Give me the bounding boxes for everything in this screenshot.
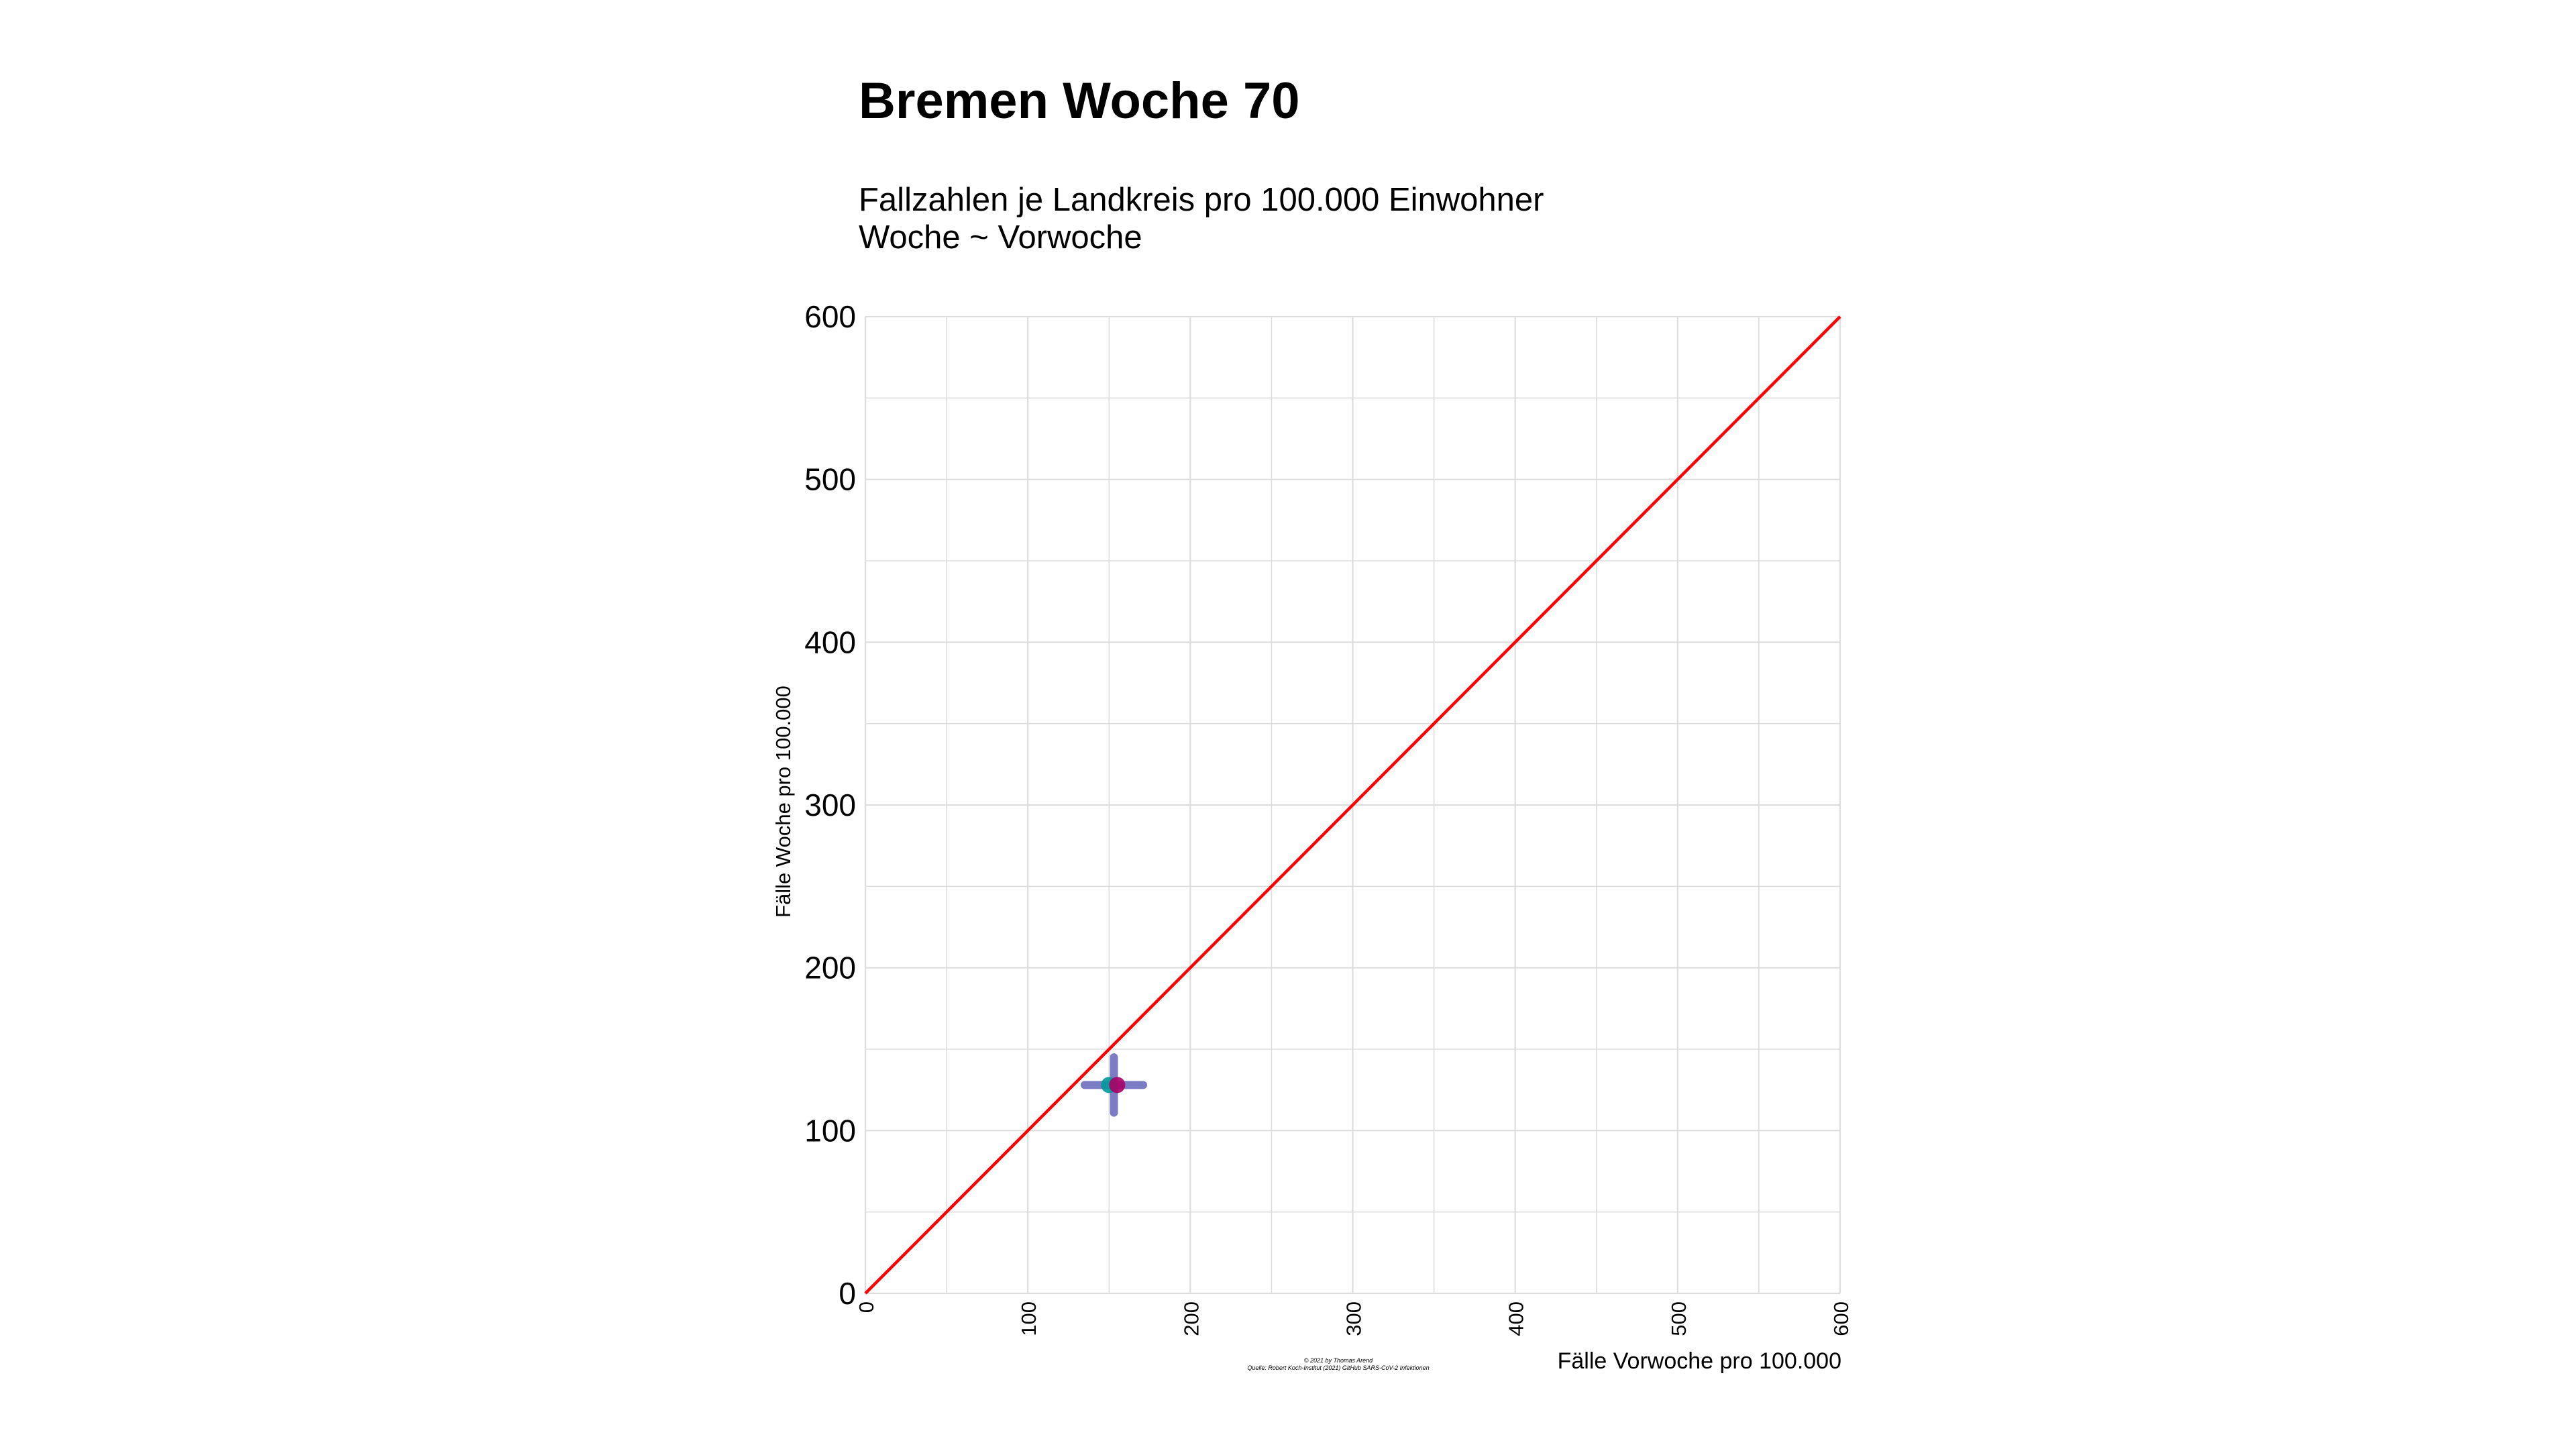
y-tick-label: 300 (804, 788, 856, 822)
subtitle-line-1: Fallzahlen je Landkreis pro 100.000 Einw… (859, 182, 1544, 218)
chart-subtitle: Fallzahlen je Landkreis pro 100.000 Einw… (859, 181, 1544, 256)
x-tick-label: 200 (1179, 1301, 1203, 1336)
reference-line (864, 315, 1841, 1295)
x-axis-label: Fälle Vorwoche pro 100.000 (1558, 1348, 1841, 1374)
x-tick-label: 400 (1505, 1301, 1528, 1336)
y-axis-label: Fälle Woche pro 100.000 (771, 686, 795, 918)
x-tick-label: 500 (1667, 1301, 1690, 1336)
x-tick-label: 300 (1342, 1301, 1366, 1336)
y-tick-label: 500 (804, 462, 856, 497)
data-point-2 (1109, 1077, 1126, 1093)
source-caption: © 2021 by Thomas Arend Quelle: Robert Ko… (1247, 1357, 1429, 1372)
y-tick-label: 0 (839, 1276, 856, 1311)
reference-diagonal (864, 315, 1841, 1295)
data-marks (1080, 1053, 1148, 1117)
x-axis-ticks: 0 100 200 300 400 500 600 (855, 1301, 1853, 1336)
x-tick-label: 0 (855, 1301, 878, 1313)
chart-title: Bremen Woche 70 (859, 72, 1300, 129)
caption-line-2: Quelle: Robert Koch-Institut (2021) GitH… (1247, 1364, 1430, 1371)
y-tick-label: 600 (804, 299, 856, 334)
subtitle-line-2: Woche ~ Vorwoche (859, 219, 1142, 256)
y-tick-label: 100 (804, 1113, 856, 1148)
x-tick-label: 100 (1017, 1301, 1040, 1336)
grid-lines (864, 315, 1841, 1295)
y-axis-ticks: 0 100 200 300 400 500 600 (804, 299, 856, 1311)
caption-line-1: © 2021 by Thomas Arend (1303, 1357, 1373, 1364)
x-tick-label: 600 (1829, 1301, 1853, 1336)
y-tick-label: 400 (804, 625, 856, 659)
y-tick-label: 200 (804, 951, 856, 985)
